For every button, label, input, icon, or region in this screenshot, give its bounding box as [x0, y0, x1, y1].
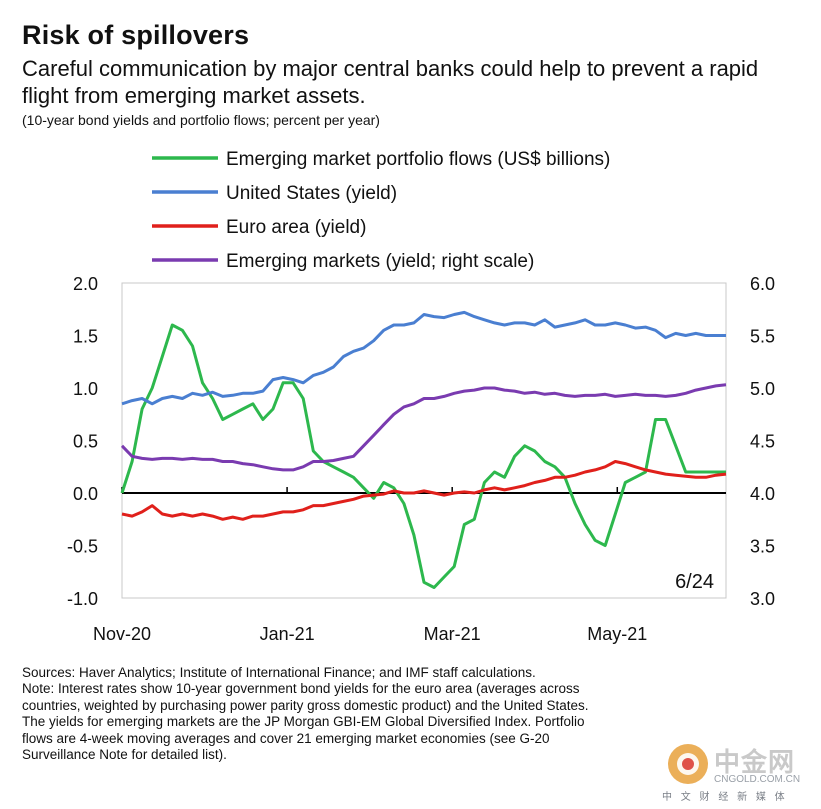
- legend-label: Euro area (yield): [226, 217, 366, 238]
- note-line: Note: Interest rates show 10-year govern…: [22, 681, 580, 697]
- plot-frame: [121, 282, 727, 599]
- watermark: 中金网 CNGOLD.COM.CN 中 文 财 经 新 媒 体: [662, 738, 812, 804]
- series-line: [121, 310, 726, 406]
- watermark-tagline: 中 文 财 经 新 媒 体: [662, 792, 788, 803]
- chart-footer: Sources: Haver Analytics; Institute of I…: [22, 665, 802, 763]
- y-left-tick-label: 1.5: [73, 327, 98, 347]
- chart-title: Risk of spillovers: [22, 20, 250, 50]
- legend-label: United States (yield): [226, 183, 397, 204]
- y-right-tick-label: 6.0: [750, 274, 775, 294]
- series-line: [120, 323, 726, 589]
- y-right-tick-label: 5.0: [750, 379, 775, 399]
- series-line: [120, 383, 727, 472]
- watermark-text: 中金网: [714, 747, 796, 777]
- note-line: countries, weighted by purchasing power …: [22, 697, 589, 713]
- legend-label: Emerging markets (yield; right scale): [226, 251, 534, 272]
- watermark-subtext: CNGOLD.COM.CN: [714, 774, 801, 785]
- watermark-logo-icon: [668, 744, 708, 784]
- y-right-tick-label: 3.0: [750, 589, 775, 609]
- x-tick-label: Mar-21: [424, 624, 481, 644]
- y-left-tick-label: -0.5: [67, 537, 98, 557]
- chart-units-note: (10-year bond yields and portfolio flows…: [22, 112, 380, 128]
- y-left-tick-label: 2.0: [73, 274, 98, 294]
- y-left-tick-label: -1.0: [67, 589, 98, 609]
- y-left-tick-label: 0.5: [73, 432, 98, 452]
- y-right-tick-label: 4.5: [750, 432, 775, 452]
- note-line: Surveillance Note for detailed list).: [22, 747, 227, 763]
- chart-subtitle: Careful communication by major central b…: [22, 56, 759, 108]
- y-right-tick-label: 3.5: [750, 537, 775, 557]
- note-line: flows are 4-week moving averages and cov…: [22, 730, 550, 746]
- note-line: The yields for emerging markets are the …: [22, 714, 585, 730]
- y-left-tick-label: 0.0: [73, 484, 98, 504]
- y-right-tick-label: 5.5: [750, 327, 775, 347]
- y-right-tick-label: 4.0: [750, 484, 775, 504]
- legend-label: Emerging market portfolio flows (US$ bil…: [226, 149, 610, 170]
- x-tick-label: May-21: [587, 624, 647, 644]
- x-tick-label: Nov-20: [93, 624, 151, 644]
- y-left-tick-label: 1.0: [73, 379, 98, 399]
- x-tick-label: Jan-21: [260, 624, 315, 644]
- line-chart: Emerging market portfolio flows (US$ bil…: [67, 149, 775, 644]
- sources-note: Sources: Haver Analytics; Institute of I…: [22, 665, 536, 680]
- series-line: [121, 460, 727, 521]
- date-label: 6/24: [675, 571, 714, 593]
